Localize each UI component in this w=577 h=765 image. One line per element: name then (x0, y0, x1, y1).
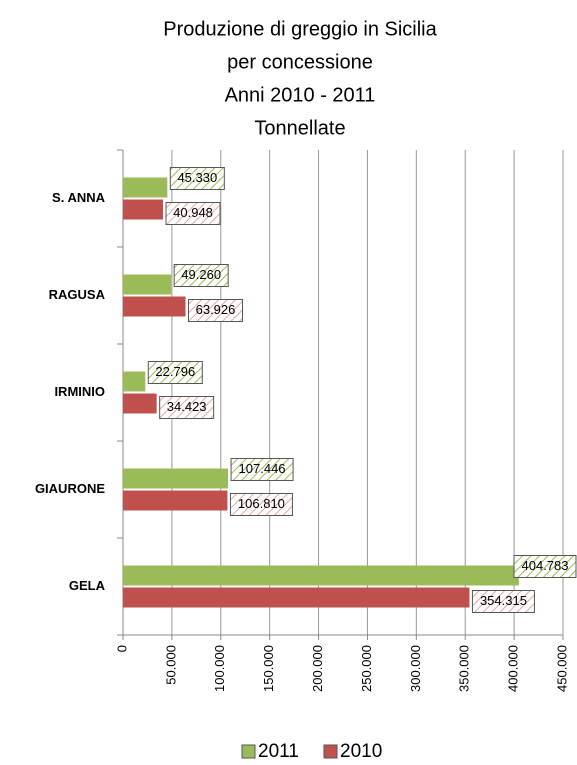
y-tick-label: GELA (69, 578, 106, 593)
value-label-box (513, 555, 577, 578)
value-label-box (169, 167, 225, 190)
legend-swatch (241, 744, 256, 759)
chart-title: per concessione (227, 51, 373, 73)
value-label-box (188, 299, 244, 322)
chart-title: Anni 2010 - 2011 (225, 84, 376, 106)
bar (123, 371, 146, 392)
value-label: 34.423 (167, 399, 207, 414)
value-label: 354.315 (480, 593, 527, 608)
bar (123, 296, 186, 317)
value-label: 45.330 (177, 170, 217, 185)
value-label-box (230, 458, 294, 481)
bar (123, 468, 229, 489)
value-label: 63.926 (196, 302, 236, 317)
y-tick-label: GIAURONE (35, 481, 105, 496)
value-label-box (147, 361, 203, 384)
x-tick-label: 200.000 (310, 645, 325, 692)
value-label-box (229, 493, 293, 516)
bar (123, 274, 172, 295)
legend-label: 2011 (258, 741, 299, 762)
bar (123, 177, 168, 198)
bar (123, 199, 164, 220)
x-tick-label: 450.000 (554, 645, 569, 692)
bar (123, 587, 470, 608)
y-tick-label: IRMINIO (54, 384, 105, 399)
value-label-box (173, 264, 229, 287)
value-label: 107.446 (239, 461, 286, 476)
x-tick-label: 300.000 (408, 645, 423, 692)
value-label: 22.796 (155, 364, 195, 379)
value-label: 49.260 (181, 267, 221, 282)
x-tick-label: 100.000 (212, 645, 227, 692)
legend-label: 2010 (340, 741, 382, 762)
x-tick-label: 350.000 (457, 645, 472, 692)
x-tick-label: 50.000 (163, 645, 178, 685)
chart-title: Produzione di greggio in Sicilia (163, 18, 437, 40)
value-label: 404.783 (522, 558, 569, 573)
value-label: 40.948 (173, 205, 213, 220)
y-tick-label: S. ANNA (52, 190, 106, 205)
legend-swatch (323, 744, 338, 759)
y-tick-label: RAGUSA (49, 287, 106, 302)
value-label-box (471, 590, 535, 613)
value-label: 106.810 (238, 496, 285, 511)
value-label-box (165, 202, 221, 225)
bar (123, 565, 519, 586)
chart-title: Tonnellate (254, 117, 345, 139)
value-label-box (159, 396, 215, 419)
bar (123, 490, 228, 511)
x-tick-label: 0 (114, 645, 129, 652)
bar (123, 393, 157, 414)
x-tick-label: 150.000 (261, 645, 276, 692)
x-tick-label: 250.000 (359, 645, 374, 692)
x-tick-label: 400.000 (506, 645, 521, 692)
